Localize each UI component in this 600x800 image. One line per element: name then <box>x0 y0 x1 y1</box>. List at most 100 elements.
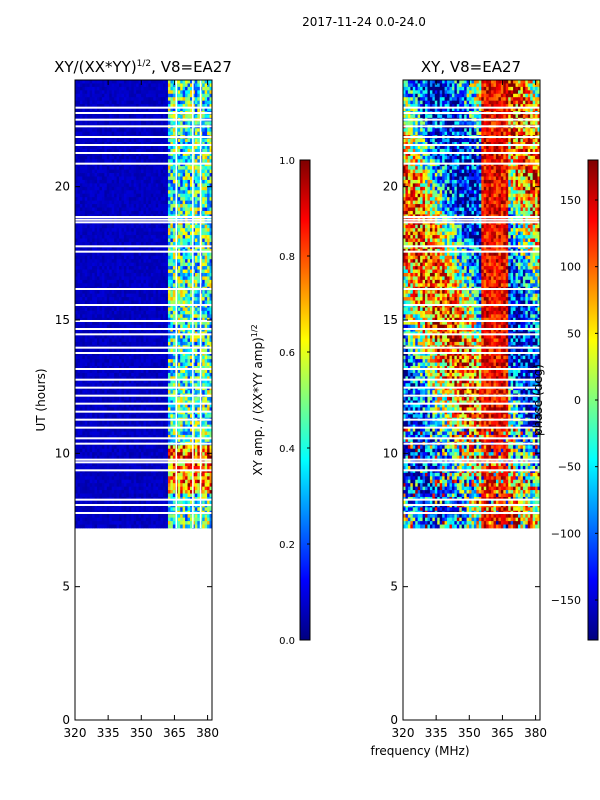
heatmap-cell <box>126 166 130 170</box>
heatmap-cell <box>209 152 212 157</box>
heatmap-cell <box>172 207 176 212</box>
heatmap-cell <box>172 269 176 274</box>
heatmap-cell <box>128 183 132 188</box>
heatmap-cell <box>170 235 174 239</box>
heatmap-cell <box>133 341 137 346</box>
heatmap-cell <box>111 241 115 246</box>
heatmap-cell <box>138 283 142 288</box>
heatmap-cell <box>182 293 186 298</box>
heatmap-cell <box>84 317 88 322</box>
heatmap-cell <box>165 359 169 363</box>
heatmap-cell <box>119 107 122 112</box>
heatmap-cell <box>75 293 78 298</box>
heatmap-cell <box>101 152 105 157</box>
heatmap-cell <box>209 114 212 119</box>
heatmap-cell <box>189 86 193 91</box>
heatmap-cell <box>123 231 127 236</box>
heatmap-cell <box>89 314 93 319</box>
heatmap-cell <box>197 145 201 150</box>
heatmap-cell <box>77 372 81 377</box>
heatmap-cell <box>77 290 81 295</box>
heatmap-cell <box>84 269 88 274</box>
heatmap-cell <box>185 138 188 143</box>
heatmap-cell <box>106 97 110 102</box>
heatmap-cell <box>104 210 108 215</box>
heatmap-cell <box>87 90 91 95</box>
heatmap-cell <box>197 245 201 250</box>
heatmap-cell <box>180 262 184 267</box>
heatmap-cell <box>202 197 206 202</box>
heatmap-cell <box>84 307 88 312</box>
heatmap-cell <box>158 279 162 284</box>
heatmap-cell <box>94 338 98 343</box>
heatmap-cell <box>94 266 98 270</box>
heatmap-cell <box>97 328 100 332</box>
heatmap-cell <box>84 97 88 102</box>
heatmap-cell <box>106 317 110 322</box>
heatmap-cell <box>87 317 91 322</box>
heatmap-cell <box>104 269 108 274</box>
heatmap-cell <box>136 159 140 164</box>
heatmap-cell <box>192 121 196 126</box>
heatmap-cell <box>109 207 113 212</box>
heatmap-cell <box>194 131 198 136</box>
heatmap-cell <box>170 317 174 322</box>
heatmap-cell <box>202 383 206 388</box>
heatmap-cell <box>84 314 88 319</box>
heatmap-cell <box>163 324 166 329</box>
heatmap-cell <box>197 231 201 236</box>
heatmap-cell <box>209 359 212 363</box>
heatmap-cell <box>99 266 103 270</box>
heatmap-cell <box>128 300 132 305</box>
heatmap-cell <box>133 300 137 305</box>
heatmap-cell <box>94 97 98 102</box>
heatmap-cell <box>104 107 108 112</box>
heatmap-cell <box>167 173 171 177</box>
heatmap-cell <box>123 121 127 126</box>
heatmap-cell <box>138 173 142 177</box>
heatmap-cell <box>141 341 144 346</box>
heatmap-cell <box>209 90 212 95</box>
heatmap-cell <box>182 197 186 202</box>
heatmap-cell <box>136 166 140 170</box>
heatmap-cell <box>79 210 83 215</box>
heatmap-cell <box>87 283 91 288</box>
heatmap-cell <box>119 93 122 98</box>
heatmap-cell <box>82 138 86 143</box>
heatmap-cell <box>155 293 159 298</box>
heatmap-cell <box>133 207 137 212</box>
heatmap-cell <box>99 366 103 370</box>
heatmap-cell <box>87 245 91 250</box>
heatmap-cell <box>119 231 122 236</box>
heatmap-cell <box>155 314 159 319</box>
heatmap-cell <box>123 86 127 91</box>
heatmap-cell <box>189 100 193 105</box>
heatmap-cell <box>180 328 184 332</box>
heatmap-cell <box>163 383 166 388</box>
heatmap-cell <box>84 352 88 357</box>
heatmap-cell <box>111 228 115 233</box>
heatmap-cell <box>116 186 120 191</box>
heatmap-cell <box>133 197 137 202</box>
heatmap-cell <box>145 86 149 91</box>
heatmap-cell <box>84 186 88 191</box>
heatmap-cell <box>170 262 174 267</box>
heatmap-cell <box>121 252 125 257</box>
heatmap-cell <box>106 90 110 95</box>
heatmap-cell <box>167 186 171 191</box>
heatmap-cell <box>111 362 115 367</box>
heatmap-cell <box>187 262 191 267</box>
heatmap-cell <box>77 93 81 98</box>
heatmap-cell <box>79 259 83 264</box>
heatmap-cell <box>126 235 130 239</box>
heatmap-cell <box>133 148 137 153</box>
heatmap-cell <box>177 366 181 370</box>
heatmap-cell <box>116 210 120 215</box>
heatmap-cell <box>77 272 81 277</box>
heatmap-cell <box>116 207 120 212</box>
heatmap-cell <box>109 224 113 229</box>
heatmap-cell <box>123 266 127 270</box>
heatmap-cell <box>155 362 159 367</box>
heatmap-cell <box>202 341 206 346</box>
heatmap-cell <box>109 300 113 305</box>
